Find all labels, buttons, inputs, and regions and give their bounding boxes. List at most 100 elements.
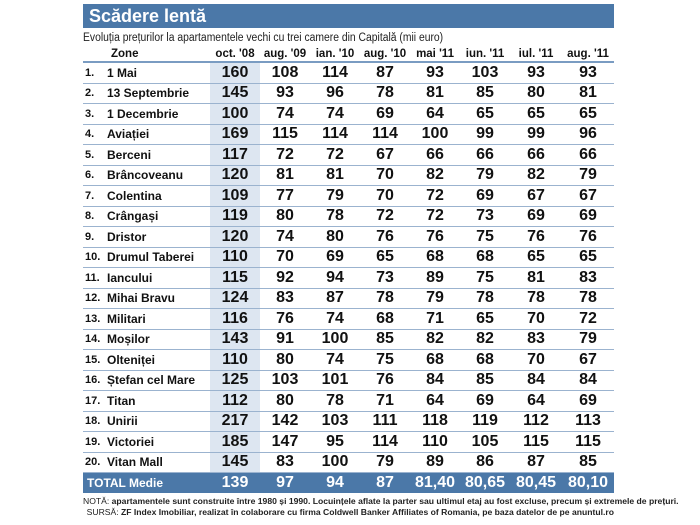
price-cell: 78 [310, 206, 361, 227]
price-cell: 65 [562, 247, 615, 268]
zone-name: Drumul Taberei [107, 247, 211, 268]
price-cell: 147 [260, 431, 311, 453]
price-cell: 119 [460, 411, 511, 432]
price-cell: 74 [260, 103, 311, 125]
price-cell: 68 [360, 308, 411, 330]
price-cell: 93 [260, 83, 311, 104]
price-cell: 87 [310, 288, 361, 309]
price-cell: 72 [260, 144, 311, 166]
total-cell: 81,40 [410, 472, 461, 493]
price-cell: 64 [410, 390, 461, 412]
price-cell: 85 [460, 83, 511, 104]
price-cell: 69 [360, 103, 411, 125]
price-cell: 81 [510, 267, 563, 289]
zone-name: Colentina [107, 185, 211, 207]
price-cell: 145 [210, 83, 261, 104]
zone-name: Ștefan cel Mare [107, 370, 211, 391]
price-cell: 68 [410, 247, 461, 268]
row-number: 14. [83, 329, 107, 350]
zone-name: Aviației [107, 124, 211, 145]
note-line: NOTĂ: apartamentele sunt construite într… [83, 496, 679, 507]
price-cell: 86 [460, 452, 511, 473]
total-row: TOTAL Medie 139 97 94 87 81,40 80,65 80,45 80,10 [83, 472, 615, 493]
total-cell: 80,10 [562, 472, 615, 493]
row-number: 4. [83, 124, 107, 145]
table-row: 20. Vitan Mall 145 83 100 79 89 86 87 85 [83, 452, 615, 473]
row-number: 10. [83, 247, 107, 268]
price-cell: 72 [360, 206, 411, 227]
price-cell: 100 [410, 124, 461, 145]
price-cell: 79 [562, 329, 615, 350]
price-cell: 85 [360, 329, 411, 350]
price-cell: 76 [410, 226, 461, 248]
price-cell: 78 [460, 288, 511, 309]
price-cell: 112 [510, 411, 563, 432]
price-cell: 70 [260, 247, 311, 268]
price-cell: 72 [562, 308, 615, 330]
price-cell: 74 [260, 226, 311, 248]
price-cell: 75 [460, 226, 511, 248]
price-cell: 80 [260, 349, 311, 371]
price-cell: 70 [360, 165, 411, 186]
row-number: 18. [83, 411, 107, 432]
price-cell: 65 [460, 308, 511, 330]
price-cell: 93 [410, 62, 461, 84]
price-cell: 109 [210, 185, 261, 207]
note-text: apartamentele sunt construite între 1980… [109, 496, 679, 506]
price-cell: 83 [260, 452, 311, 473]
row-number: 1. [83, 62, 107, 84]
table-row: 11. Iancului 115 92 94 73 89 75 81 83 [83, 267, 615, 289]
price-cell: 145 [210, 452, 261, 473]
price-cell: 78 [310, 390, 361, 412]
price-cell: 87 [510, 452, 563, 473]
column-header: iul. '11 [510, 46, 563, 63]
price-cell: 105 [460, 431, 511, 453]
price-cell: 115 [260, 124, 311, 145]
price-cell: 114 [360, 124, 411, 145]
price-cell: 99 [510, 124, 563, 145]
price-cell: 84 [562, 370, 615, 391]
row-number: 6. [83, 165, 107, 186]
price-cell: 103 [460, 62, 511, 84]
row-number: 12. [83, 288, 107, 309]
table-row: 9. Dristor 120 74 80 76 76 75 76 76 [83, 226, 615, 248]
price-cell: 100 [310, 329, 361, 350]
price-cell: 65 [510, 247, 563, 268]
zone-name: Victoriei [107, 431, 211, 453]
row-number: 5. [83, 144, 107, 166]
price-cell: 71 [410, 308, 461, 330]
table-row: 16. Ștefan cel Mare 125 103 101 76 84 85 84 84 [83, 370, 615, 391]
price-cell: 75 [360, 349, 411, 371]
price-cell: 185 [210, 431, 261, 453]
row-number: 16. [83, 370, 107, 391]
notes: NOTĂ: apartamentele sunt construite într… [83, 496, 679, 518]
price-cell: 81 [410, 83, 461, 104]
price-cell: 84 [410, 370, 461, 391]
source-line: SURSĂ: ZF Index Imobiliar, realizat în c… [83, 507, 614, 518]
zone-name: Militari [107, 308, 211, 330]
price-cell: 100 [310, 452, 361, 473]
price-cell: 69 [510, 206, 563, 227]
row-number: 19. [83, 431, 107, 453]
table-row: 13. Militari 116 76 74 68 71 65 70 72 [83, 308, 615, 330]
price-cell: 108 [260, 62, 311, 84]
price-cell: 124 [210, 288, 261, 309]
table-row: 19. Victoriei 185 147 95 114 110 105 115 115 [83, 431, 615, 453]
price-cell: 89 [410, 452, 461, 473]
table-row: 3. 1 Decembrie 100 74 74 69 64 65 65 65 [83, 103, 615, 125]
price-cell: 114 [310, 124, 361, 145]
header-row: Zone oct. '08 aug. '09 ian. '10 aug. '10 mai … [83, 46, 615, 63]
row-number: 3. [83, 103, 107, 125]
price-cell: 67 [360, 144, 411, 166]
price-cell: 87 [360, 62, 411, 84]
zone-name: 1 Mai [107, 62, 211, 84]
total-cell: 139 [210, 472, 261, 493]
row-number: 11. [83, 267, 107, 289]
table-row: 4. Aviației 169 115 114 114 100 99 99 96 [83, 124, 615, 145]
row-number: 20. [83, 452, 107, 473]
price-cell: 65 [460, 103, 511, 125]
price-cell: 85 [460, 370, 511, 391]
price-cell: 93 [562, 62, 615, 84]
price-cell: 72 [410, 206, 461, 227]
table-row: 7. Colentina 109 77 79 70 72 69 67 67 [83, 185, 615, 207]
